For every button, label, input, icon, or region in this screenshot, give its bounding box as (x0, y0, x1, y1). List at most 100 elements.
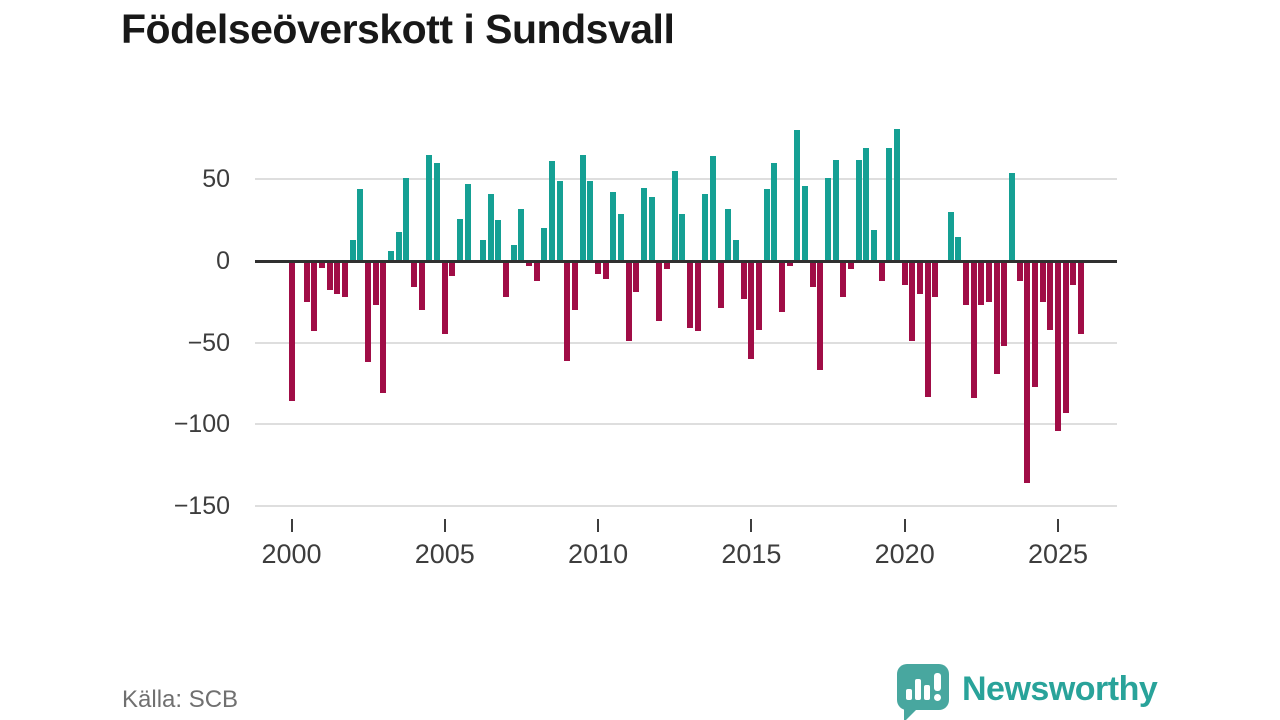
bar (610, 192, 617, 261)
bar (395, 231, 402, 261)
bar (809, 261, 816, 288)
bar (924, 261, 931, 397)
bar (441, 261, 448, 335)
bar (825, 177, 832, 261)
bar (495, 220, 502, 261)
bar (978, 261, 985, 306)
bar (1039, 261, 1046, 302)
bar (848, 261, 855, 270)
bar (947, 212, 954, 261)
bar (963, 261, 970, 306)
x-axis-label: 2025 (1027, 539, 1089, 569)
bar (380, 261, 387, 394)
bar (932, 261, 939, 297)
logo-exclamation-icon (934, 694, 941, 701)
bar (748, 261, 755, 359)
logo-bar-icon (906, 689, 912, 700)
bar (733, 239, 740, 261)
x-axis-tick (443, 519, 446, 532)
source-label: Källa: SCB (122, 686, 239, 713)
bar (595, 261, 602, 275)
bar (1062, 261, 1069, 413)
newsworthy-logo: Newsworthy (895, 662, 1165, 720)
bar (633, 261, 640, 293)
y-axis-label: −150 (173, 491, 230, 520)
bar (717, 261, 724, 309)
bar (917, 261, 924, 294)
logo-exclamation-icon (934, 673, 941, 691)
logo-bar-icon (924, 685, 930, 700)
bar (1047, 261, 1054, 330)
bar (403, 177, 410, 261)
bar (426, 154, 433, 261)
bar (786, 261, 793, 266)
bar (802, 185, 809, 261)
x-axis-tick (750, 519, 753, 532)
bar (725, 208, 732, 261)
chart-title: Födelseöverskott i Sundsvall (121, 6, 675, 52)
bar (710, 156, 717, 261)
x-axis-zero-line (255, 259, 1117, 263)
x-axis-label: 2000 (261, 539, 322, 569)
bar (756, 261, 763, 330)
bar (464, 184, 471, 261)
bar (526, 261, 533, 266)
bar (549, 161, 556, 261)
bar (832, 159, 839, 261)
bar (411, 261, 418, 288)
bar (572, 261, 579, 310)
x-axis-tick (597, 519, 600, 532)
bar (434, 163, 441, 261)
gridline (255, 423, 1117, 426)
bar (986, 261, 992, 302)
bar (365, 261, 372, 363)
bar (518, 208, 525, 261)
bar (556, 180, 563, 261)
bar (533, 261, 540, 281)
gridline (255, 178, 1117, 181)
bar (388, 251, 395, 261)
x-axis-label: 2015 (721, 539, 782, 569)
y-axis-label: 0 (216, 247, 230, 275)
bar (288, 261, 295, 402)
x-axis-tick (1057, 519, 1059, 532)
bar (871, 229, 878, 261)
bar (579, 154, 586, 261)
bar (664, 261, 671, 270)
bar (656, 261, 663, 322)
bar (1016, 261, 1023, 281)
y-axis-label: −100 (173, 410, 230, 439)
logo-bar-icon (915, 679, 921, 700)
bar (840, 261, 847, 297)
gridline (255, 504, 1117, 507)
bar (1070, 261, 1077, 286)
bar (372, 261, 379, 306)
bar (702, 194, 709, 261)
bar (1024, 261, 1031, 484)
bar (817, 261, 824, 371)
bar (794, 130, 801, 261)
bar (779, 261, 786, 312)
bar (641, 187, 648, 261)
bar (457, 218, 464, 261)
bar (740, 261, 747, 299)
bar (1032, 261, 1038, 387)
y-axis-label: 50 (202, 165, 230, 194)
bar (1077, 261, 1084, 335)
bar (602, 261, 609, 279)
bar (909, 261, 916, 342)
bar (970, 261, 977, 399)
bar (625, 261, 632, 342)
bar (894, 128, 901, 261)
x-axis-label: 2010 (568, 539, 629, 569)
bar (503, 261, 510, 297)
bar (955, 236, 962, 261)
bar (342, 261, 349, 297)
bar (303, 261, 310, 302)
bar (1055, 261, 1061, 431)
x-axis-tick (903, 519, 906, 532)
bar (349, 239, 356, 261)
bar (1009, 172, 1015, 261)
bar (334, 261, 341, 294)
